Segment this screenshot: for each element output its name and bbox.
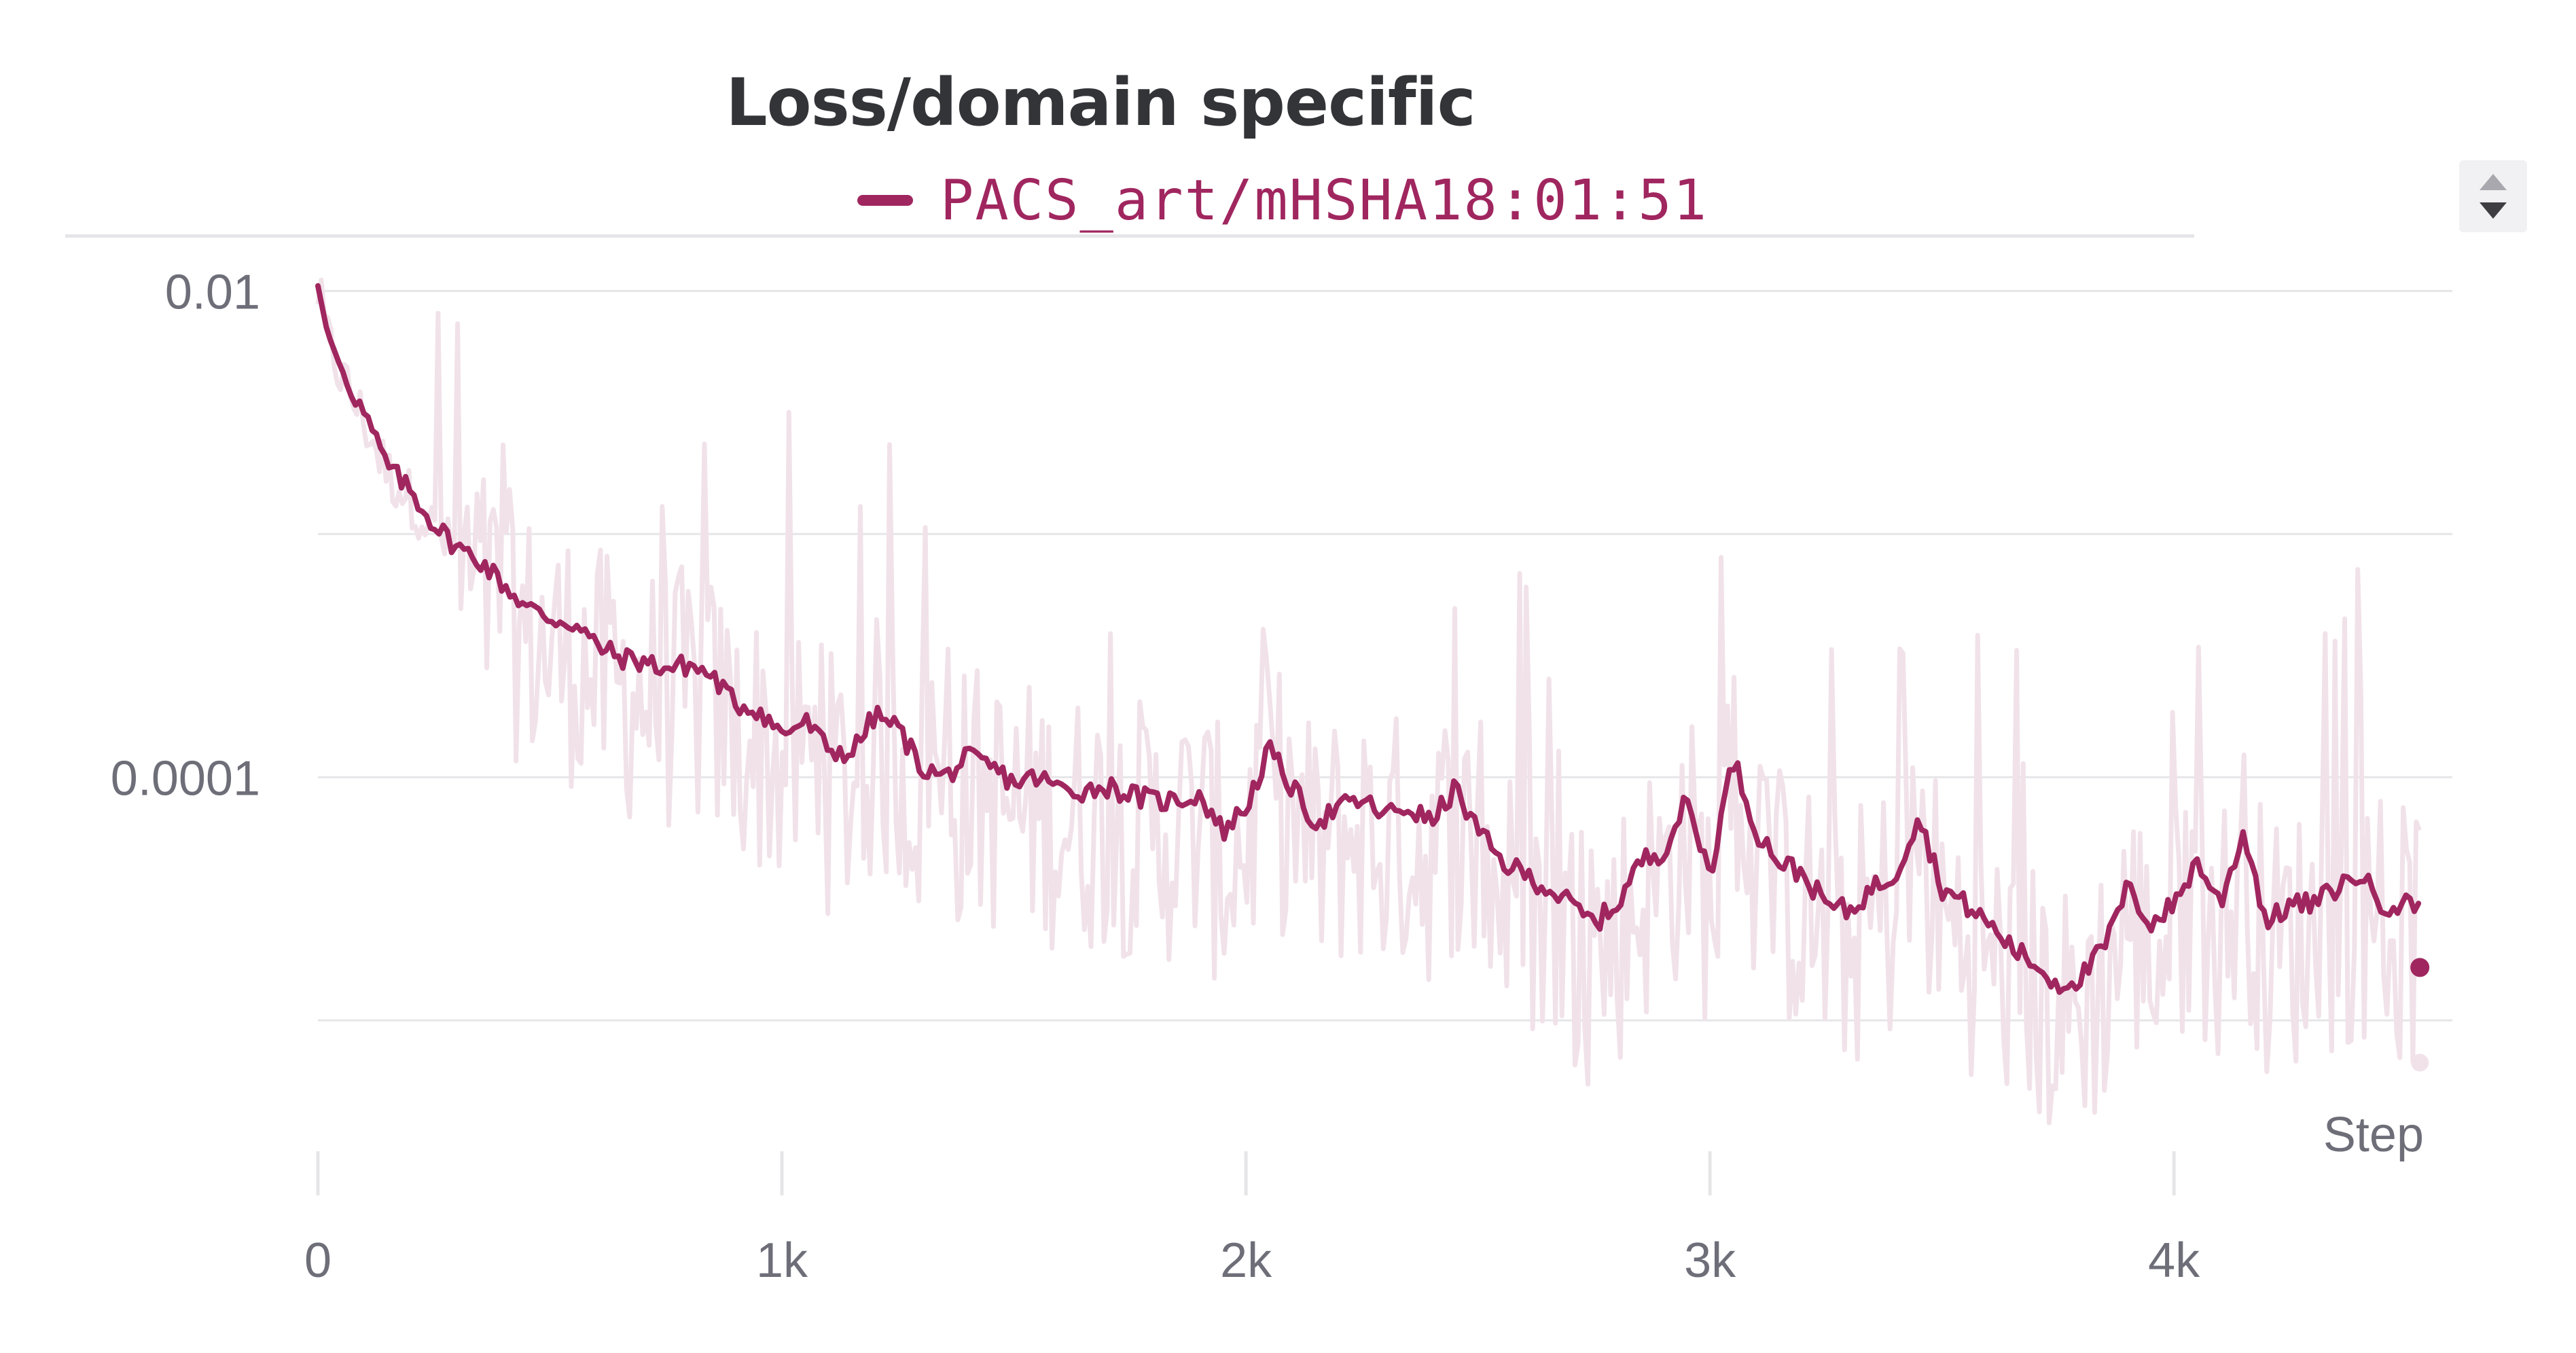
legend-scroll-control[interactable] [2459,160,2527,232]
x-tick-label: 2k [1220,1233,1272,1288]
legend: PACS_art/mHSHA18:01:51 [857,163,1708,238]
legend-divider [65,234,2194,238]
x-tick-label: 0 [304,1233,332,1288]
legend-swatch [857,195,913,206]
x-tick-label: 1k [756,1233,808,1288]
legend-series-label[interactable]: PACS_art/mHSHA18:01:51 [940,168,1709,233]
scroll-down-icon[interactable] [2480,202,2507,219]
y-tick-label: 0.0001 [111,751,260,806]
x-axis-label: Step [2323,1108,2424,1162]
x-axis: 0 1k 2k 3k 4k [304,1151,2200,1288]
series-smoothed-line[interactable] [315,283,2422,995]
series-raw-end-point [2411,1053,2429,1072]
x-tick-label: 3k [1684,1233,1736,1288]
series-layer [315,277,2430,1125]
y-tick-label: 0.01 [165,265,260,319]
series-raw-line [315,277,2422,1125]
series-end-point [2410,958,2430,977]
y-axis: 0.01 0.0001 [111,265,260,806]
x-tick-label: 4k [2148,1233,2200,1288]
chart-title: Loss/domain specific [726,65,1476,141]
scroll-up-icon[interactable] [2480,174,2507,190]
